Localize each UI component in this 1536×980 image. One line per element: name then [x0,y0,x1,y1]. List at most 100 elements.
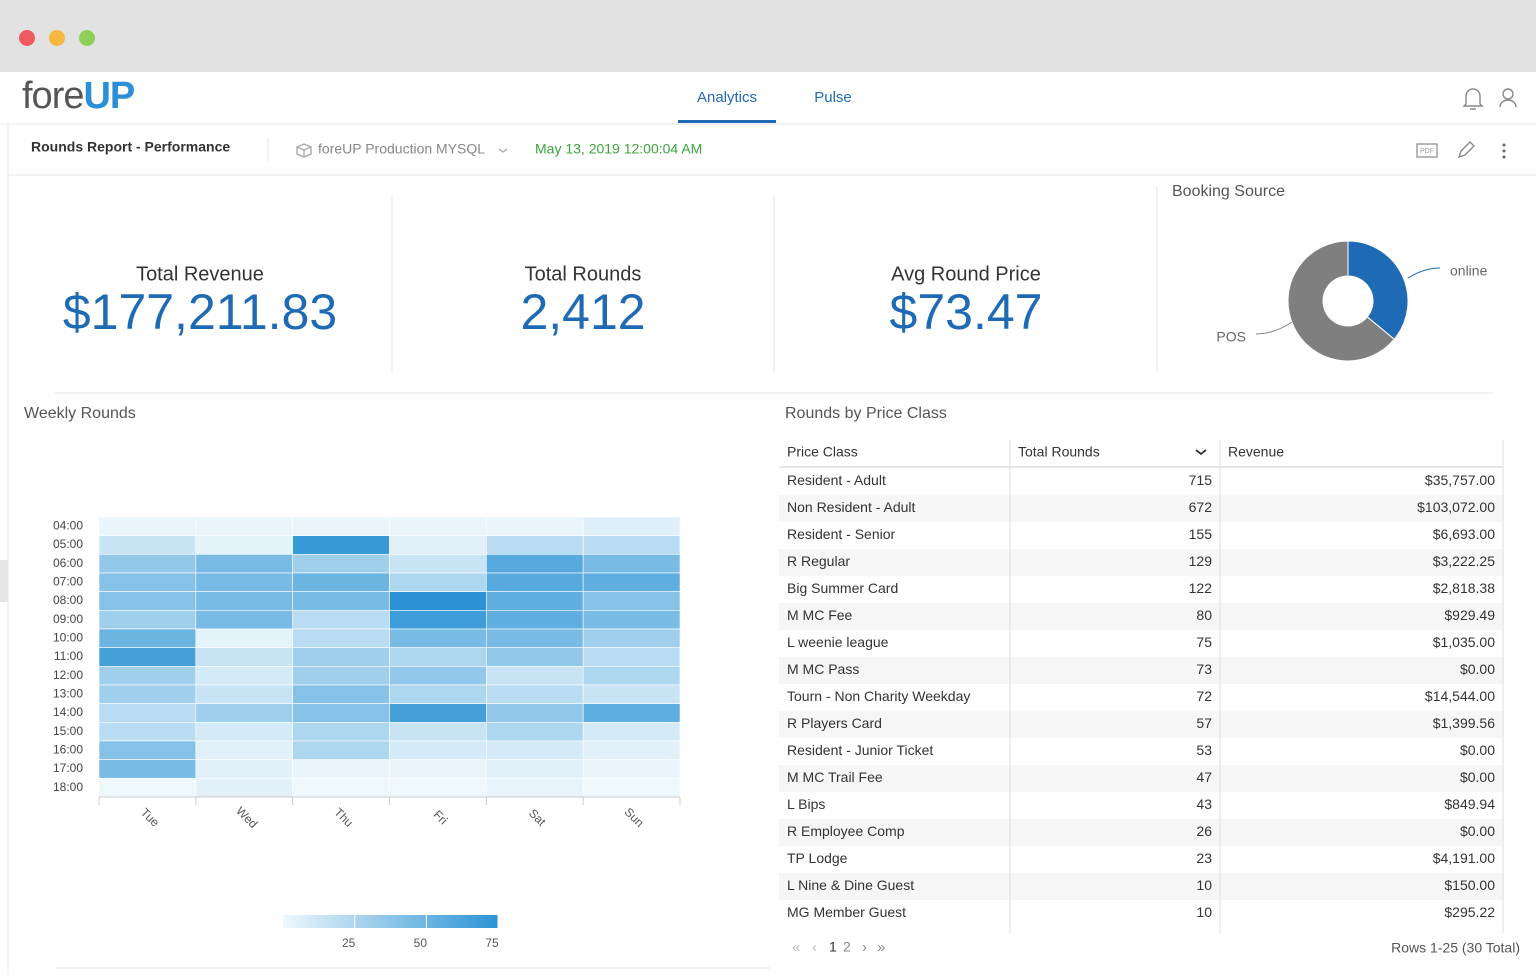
pager-next: › [862,939,867,956]
heatmap-cell [195,610,293,630]
window-chrome [0,0,1536,72]
page-number[interactable]: 1 [829,939,837,955]
heatmap-cell [98,535,197,555]
chart-title: Weekly Rounds [24,405,136,422]
heatmap-cell [98,610,197,630]
more-icon[interactable] [1502,143,1506,159]
heatmap-cell [98,666,197,686]
table-cell: 715 [1189,472,1213,488]
heatmap-cell [292,740,390,760]
logo: foreUP [22,75,135,117]
y-tick-label: 15:00 [53,724,83,738]
minimize-button[interactable] [49,30,65,46]
y-tick-label: 07:00 [53,575,83,589]
table-cell: 10 [1196,877,1212,893]
x-tick-label: Fri [431,808,451,828]
nav-tab[interactable]: Analytics [697,89,757,106]
kpi-value: $177,211.83 [63,284,337,340]
page-number[interactable]: 2 [843,939,851,955]
kpi-label: Total Revenue [136,263,264,285]
heatmap-cell [98,647,197,667]
table-cell: 10 [1196,904,1212,920]
user-icon[interactable] [1502,88,1514,100]
heatmap-cell [486,535,584,555]
pager-prev: ‹ [812,939,817,956]
heatmap-cell [389,778,487,798]
table-cell: R Regular [787,553,850,569]
close-button[interactable] [19,30,35,46]
table-cell: 26 [1196,823,1212,839]
pdf-icon[interactable] [1416,143,1438,158]
pager-last: » [877,939,885,956]
dropdown-caret[interactable] [498,148,508,153]
kpi-label: Avg Round Price [891,263,1041,285]
maximize-button[interactable] [79,30,95,46]
table-title: Rounds by Price Class [785,405,947,422]
edit-icon[interactable] [1457,141,1475,159]
y-tick-label: 18:00 [53,780,83,794]
table-cell: 80 [1196,607,1212,623]
heatmap-cell [292,554,390,574]
heatmap-cell [195,722,293,742]
table-cell: $0.00 [1460,823,1495,839]
table-cell: Tourn - Non Charity Weekday [787,688,970,704]
y-tick-label: 12:00 [53,668,83,682]
heatmap-cell [389,722,487,742]
heatmap-cell [582,572,681,592]
heatmap-cell [195,666,293,686]
pdf-label: PDF [1420,148,1434,155]
kpi-value: 2,412 [520,284,645,340]
x-tick-label: Tue [138,805,162,829]
heatmap-cell [98,554,197,574]
table-cell: 672 [1189,499,1213,515]
table-cell: 43 [1196,796,1212,812]
table-cell: 23 [1196,850,1212,866]
row-stripe [779,873,1503,900]
bell-icon[interactable] [1462,88,1484,110]
table-cell: $4,191.00 [1433,850,1495,866]
heatmap-cell [195,759,293,779]
heatmap-cell [486,647,584,667]
table-cell: L Bips [787,796,825,812]
heatmap-cell [292,535,390,555]
heatmap-cell [389,759,487,779]
heatmap-cell [486,740,584,760]
sidebar-toggle[interactable] [0,560,8,602]
sort-icon[interactable] [1195,449,1207,456]
data-source[interactable]: foreUP Production MYSQL [318,141,485,157]
heatmap-cell [582,610,681,630]
table-cell: $35,757.00 [1425,472,1495,488]
table-cell: 72 [1196,688,1212,704]
heatmap-cell [389,591,487,611]
table-cell: L weenie league [787,634,889,650]
row-stripe [779,819,1503,846]
report-title: Rounds Report - Performance [31,139,230,155]
table-cell: Resident - Adult [787,472,886,488]
header-icons [296,88,1517,456]
table-cell: 155 [1189,526,1213,542]
table-cell: $103,072.00 [1417,499,1495,515]
column-header[interactable]: Revenue [1228,444,1284,460]
table-cell: 53 [1196,742,1212,758]
table-cell: $849.94 [1444,796,1495,812]
nav-tab[interactable]: Pulse [814,89,852,106]
heatmap-cell [389,554,487,574]
table-cell: Resident - Junior Ticket [787,742,933,758]
heatmap-cell [582,628,681,648]
heatmap-cell [292,516,390,536]
y-tick-label: 05:00 [53,537,83,551]
heatmap-cell [98,740,197,760]
table-cell: $150.00 [1444,877,1495,893]
column-header[interactable]: Total Rounds [1018,444,1100,460]
row-stripe [779,711,1503,738]
row-stripe [779,495,1503,522]
row-stripe [779,549,1503,576]
column-header[interactable]: Price Class [787,444,858,460]
heatmap-cell [98,722,197,742]
table-cell: $929.49 [1444,607,1495,623]
heatmap-cell [582,703,681,723]
y-tick-label: 17:00 [53,761,83,775]
heatmap-cell [486,554,584,574]
heatmap-cell [582,535,681,555]
